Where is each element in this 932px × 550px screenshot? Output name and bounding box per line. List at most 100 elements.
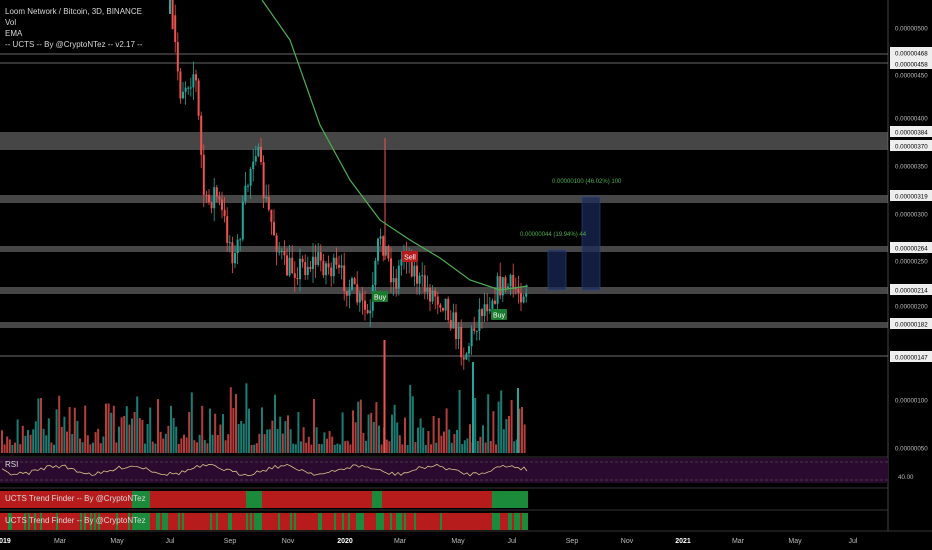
trend-bar bbox=[300, 491, 302, 508]
candle-body bbox=[249, 169, 252, 186]
trend-bar bbox=[158, 491, 160, 508]
trend-bar bbox=[494, 491, 496, 508]
trend-bar bbox=[462, 491, 464, 508]
trend-bar bbox=[318, 513, 320, 530]
trend-bar bbox=[188, 491, 190, 508]
volume-bar bbox=[307, 436, 310, 453]
volume-bar bbox=[94, 432, 97, 453]
trend-bar bbox=[512, 491, 514, 508]
trend-bar bbox=[84, 513, 86, 530]
trend-bar bbox=[296, 491, 298, 508]
candle-body bbox=[361, 293, 364, 301]
trend-bar bbox=[168, 513, 170, 530]
volume-bar bbox=[172, 418, 175, 453]
trend-bar bbox=[56, 513, 58, 530]
trend-bar bbox=[106, 513, 108, 530]
trend-bar bbox=[522, 491, 524, 508]
trend-bar bbox=[188, 513, 190, 530]
candle-body bbox=[377, 238, 379, 261]
volume-bar bbox=[401, 444, 404, 453]
candle-body bbox=[325, 263, 327, 276]
volume-bar bbox=[190, 392, 193, 453]
trend-bar bbox=[406, 491, 408, 508]
trend-bar bbox=[496, 513, 498, 530]
volume-bar bbox=[268, 429, 271, 453]
candle-body bbox=[288, 257, 291, 276]
trend-bar bbox=[128, 491, 130, 508]
price-axis-label: 0.00000182 bbox=[895, 322, 928, 329]
volume-bar bbox=[305, 442, 308, 453]
trend-bar bbox=[70, 513, 72, 530]
trend-bar bbox=[160, 491, 162, 508]
time-axis-label: Mar bbox=[732, 538, 745, 545]
volume-bar bbox=[133, 411, 136, 453]
candle-body bbox=[215, 187, 218, 197]
candle-body bbox=[358, 293, 361, 303]
volume-bar bbox=[289, 429, 292, 453]
volume-bar bbox=[115, 442, 118, 453]
volume-bar bbox=[89, 444, 92, 453]
volume-bar bbox=[492, 411, 495, 453]
trend-bar bbox=[238, 491, 240, 508]
volume-bar bbox=[40, 398, 42, 453]
trend-bar bbox=[266, 491, 268, 508]
trend-bar bbox=[186, 513, 188, 530]
candle-body bbox=[304, 262, 307, 276]
trend-bar bbox=[376, 513, 378, 530]
volume-bar bbox=[476, 440, 479, 453]
signal-label: Buy bbox=[374, 295, 387, 302]
trend-bar bbox=[210, 491, 212, 508]
trend-bar bbox=[404, 491, 406, 508]
volume-bar bbox=[354, 422, 357, 453]
candle-body bbox=[265, 196, 268, 199]
volume-bar bbox=[409, 384, 412, 453]
trend-bar bbox=[164, 513, 166, 530]
volume-bar bbox=[237, 424, 240, 453]
volume-bar bbox=[469, 424, 471, 453]
trend-bar bbox=[194, 513, 196, 530]
trend-bar bbox=[120, 491, 122, 508]
volume-bar bbox=[128, 424, 131, 453]
trend-bar bbox=[258, 513, 260, 530]
volume-bar bbox=[344, 441, 347, 453]
price-label-bg bbox=[890, 58, 932, 69]
trend-bar bbox=[150, 491, 152, 508]
trend-bar bbox=[410, 513, 412, 530]
trend-bar bbox=[112, 491, 114, 508]
trend-bar bbox=[72, 513, 74, 530]
candle-body bbox=[397, 265, 400, 289]
trend-bar bbox=[192, 491, 194, 508]
candle-body bbox=[509, 274, 512, 287]
trend-bar bbox=[330, 513, 332, 530]
trend-bar bbox=[140, 513, 142, 530]
candle-body bbox=[416, 265, 418, 284]
trend-bar bbox=[488, 491, 490, 508]
trend-bar bbox=[28, 513, 30, 530]
trend-bar bbox=[174, 513, 176, 530]
trend-bar bbox=[310, 491, 312, 508]
time-axis-label: Nov bbox=[621, 538, 634, 545]
volume-bar bbox=[141, 419, 144, 453]
trend-bar bbox=[328, 491, 330, 508]
trend-bar bbox=[64, 491, 66, 508]
volume-bar bbox=[448, 429, 451, 453]
candle-body bbox=[169, 0, 171, 14]
trend-bar bbox=[68, 491, 70, 508]
volume-bar bbox=[383, 340, 386, 453]
time-axis-label: May bbox=[788, 538, 802, 545]
volume-bar bbox=[110, 412, 113, 453]
volume-bar bbox=[162, 438, 165, 453]
trend-bar bbox=[504, 491, 506, 508]
volume-bar bbox=[300, 441, 302, 453]
volume-bar bbox=[34, 421, 37, 453]
volume-bar bbox=[472, 362, 474, 453]
candle-body bbox=[189, 87, 192, 89]
volume-bar bbox=[370, 412, 373, 453]
trend-bar bbox=[52, 491, 54, 508]
trend-bar bbox=[486, 513, 488, 530]
trend-bar bbox=[472, 491, 474, 508]
candle-body bbox=[387, 246, 390, 259]
trend-bar bbox=[354, 491, 356, 508]
trend-bar bbox=[6, 513, 8, 530]
